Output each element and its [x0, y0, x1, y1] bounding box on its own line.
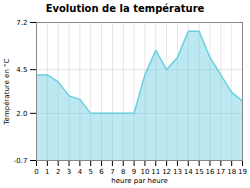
svg-text:16: 16: [206, 168, 215, 176]
svg-text:8: 8: [121, 168, 125, 176]
svg-text:2: 2: [56, 168, 60, 176]
svg-text:heure par heure: heure par heure: [111, 177, 167, 185]
svg-text:12: 12: [162, 168, 171, 176]
svg-text:Température en °C: Température en °C: [3, 58, 11, 125]
svg-text:5: 5: [88, 168, 92, 176]
svg-text:6: 6: [99, 168, 104, 176]
svg-text:17: 17: [216, 168, 225, 176]
svg-text:15: 15: [195, 168, 204, 176]
svg-text:13: 13: [173, 168, 182, 176]
svg-text:3: 3: [67, 168, 71, 176]
svg-text:14: 14: [184, 168, 193, 176]
svg-text:7.2: 7.2: [16, 19, 27, 27]
svg-text:18: 18: [227, 168, 236, 176]
svg-text:11: 11: [151, 168, 160, 176]
svg-text:19: 19: [238, 168, 247, 176]
svg-text:4: 4: [78, 168, 83, 176]
html-text:Evolution de la température: Evolution de la température: [45, 3, 205, 14]
svg-text:10: 10: [140, 168, 149, 176]
svg-text:0: 0: [34, 168, 38, 176]
svg-text:-0.7: -0.7: [14, 157, 28, 165]
svg-text:4.5: 4.5: [16, 66, 27, 74]
svg-text:2.0: 2.0: [16, 110, 27, 118]
svg-text:1: 1: [45, 168, 49, 176]
svg-text:7: 7: [110, 168, 114, 176]
svg-text:9: 9: [132, 168, 136, 176]
